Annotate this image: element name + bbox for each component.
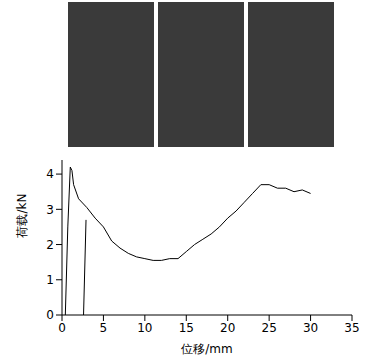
svg-text:10: 10	[137, 321, 152, 335]
svg-text:0: 0	[46, 308, 54, 322]
svg-text:0: 0	[58, 321, 66, 335]
svg-text:1: 1	[46, 273, 54, 287]
svg-text:4: 4	[46, 167, 54, 181]
svg-text:35: 35	[344, 321, 359, 335]
svg-text:15: 15	[179, 321, 194, 335]
svg-text:20: 20	[220, 321, 235, 335]
svg-text:5: 5	[100, 321, 108, 335]
svg-text:2: 2	[46, 238, 54, 252]
svg-text:荷载/kN: 荷载/kN	[15, 194, 29, 238]
svg-text:25: 25	[262, 321, 277, 335]
svg-text:位移/mm: 位移/mm	[181, 342, 232, 355]
svg-text:3: 3	[46, 203, 54, 217]
svg-text:30: 30	[303, 321, 318, 335]
